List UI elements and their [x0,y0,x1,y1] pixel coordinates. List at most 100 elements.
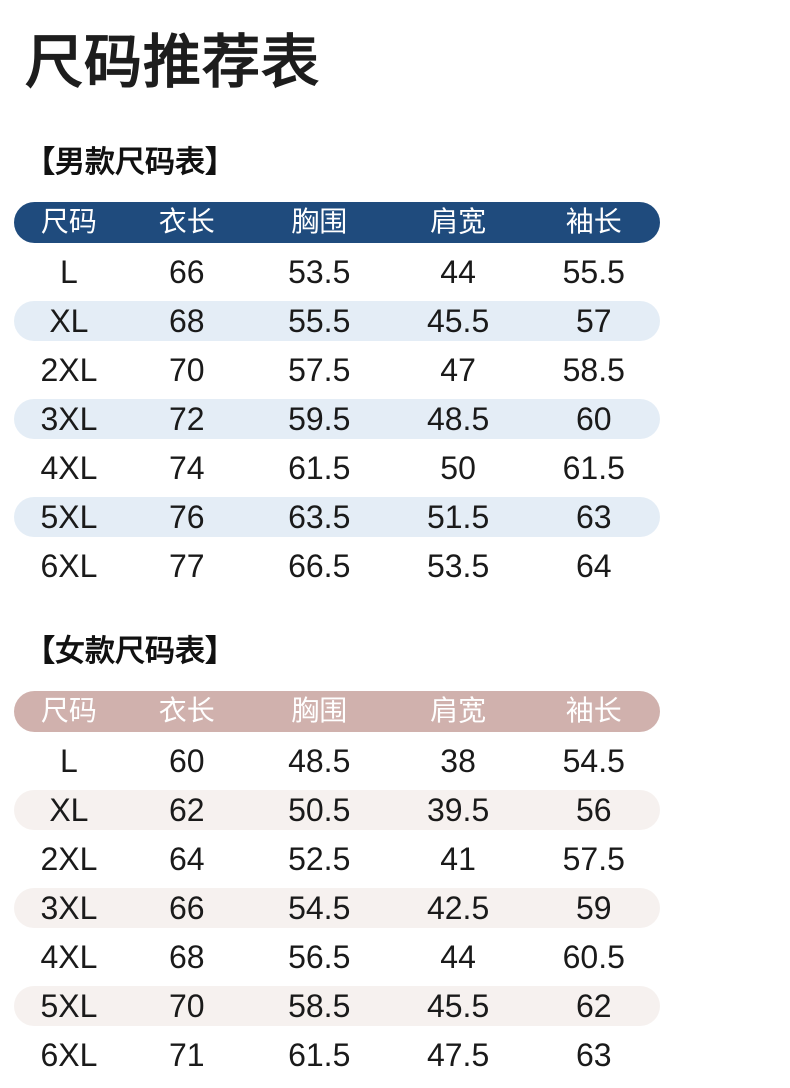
cell-length: 62 [169,791,205,828]
cell-length: 66 [169,889,205,926]
cell-length: 68 [169,302,205,339]
size-table-men: 尺码 衣长 胸围 肩宽 袖长 L 66 53.5 44 55.5 XL 68 55.5 45.5 57 2XL… [14,201,660,586]
cell-length: 60 [169,742,205,779]
header-cell-chest: 胸围 [291,206,348,238]
cell-chest: 56.5 [288,938,351,975]
cell-size: 2XL [40,351,98,388]
cell-length: 77 [169,547,205,584]
header-cell-size: 尺码 [40,695,97,727]
cell-shoulder: 47.5 [426,1036,490,1073]
cell-length: 66 [169,253,205,290]
table-row-6xl: 6XL 77 66.5 53.5 64 [14,546,660,586]
cell-length: 72 [169,400,205,437]
page-title: 尺码推荐表 [25,30,321,95]
table-row-l: L 66 53.5 44 55.5 [14,252,660,292]
cell-shoulder: 53.5 [426,547,490,584]
cell-size: 3XL [40,400,98,437]
cell-shoulder: 38 [440,742,476,779]
table-row-5xl: 5XL 70 58.5 45.5 62 [14,985,660,1026]
cell-sleeve: 57 [575,302,612,339]
cell-size: 5XL [40,987,98,1024]
cell-chest: 57.5 [288,351,351,388]
section-men: 【男款尺码表】 尺码 衣长 胸围 肩宽 袖长 L 66 53.5 44 55.5 XL 68 55.5 4… [0,137,790,586]
cell-sleeve: 54.5 [562,742,625,779]
cell-length: 76 [169,498,205,535]
cell-size: L [60,742,78,779]
header-cell-shoulder: 肩宽 [430,695,487,727]
cell-chest: 61.5 [288,449,351,486]
section-title-women: 【女款尺码表】 [25,634,235,668]
cell-chest: 48.5 [288,742,351,779]
cell-sleeve: 63 [575,1036,612,1073]
cell-chest: 55.5 [288,302,351,339]
cell-sleeve: 55.5 [562,253,625,290]
table-header-row: 尺码 衣长 胸围 肩宽 袖长 [14,201,660,243]
header-cell-sleeve: 袖长 [565,206,622,238]
size-table-women: 尺码 衣长 胸围 肩宽 袖长 L 60 48.5 38 54.5 XL 62 50.5 39.5 56 2XL… [14,690,660,1075]
cell-size: 5XL [40,498,98,535]
cell-sleeve: 62 [575,987,612,1024]
cell-length: 68 [169,938,205,975]
cell-size: 3XL [40,889,98,926]
cell-sleeve: 59 [575,889,612,926]
cell-shoulder: 41 [440,840,476,877]
section-women: 【女款尺码表】 尺码 衣长 胸围 肩宽 袖长 L 60 48.5 38 54.5 XL 62 50.5 3… [0,626,790,1075]
cell-shoulder: 51.5 [426,498,490,535]
cell-length: 64 [169,840,205,877]
cell-shoulder: 45.5 [426,302,490,339]
cell-sleeve: 63 [575,498,612,535]
cell-size: 6XL [40,1036,98,1073]
table-row-6xl: 6XL 71 61.5 47.5 63 [14,1035,660,1075]
table-row-2xl: 2XL 70 57.5 47 58.5 [14,350,660,390]
cell-shoulder: 45.5 [426,987,490,1024]
cell-shoulder: 42.5 [426,889,490,926]
table-row-xl: XL 62 50.5 39.5 56 [14,789,660,830]
table-header-row: 尺码 衣长 胸围 肩宽 袖长 [14,690,660,732]
table-row-3xl: 3XL 72 59.5 48.5 60 [14,398,660,439]
table-row-4xl: 4XL 74 61.5 50 61.5 [14,448,660,488]
cell-chest: 52.5 [288,840,351,877]
cell-sleeve: 58.5 [562,351,625,388]
cell-length: 70 [169,987,205,1024]
cell-chest: 53.5 [288,253,351,290]
cell-length: 74 [169,449,205,486]
table-row-3xl: 3XL 66 54.5 42.5 59 [14,887,660,928]
cell-chest: 61.5 [288,1036,351,1073]
table-row-5xl: 5XL 76 63.5 51.5 63 [14,496,660,537]
cell-sleeve: 60.5 [562,938,625,975]
cell-sleeve: 61.5 [562,449,625,486]
table-row-xl: XL 68 55.5 45.5 57 [14,300,660,341]
cell-size: XL [49,302,89,339]
cell-chest: 59.5 [288,400,351,437]
cell-sleeve: 64 [575,547,612,584]
cell-shoulder: 50 [440,449,476,486]
cell-shoulder: 47 [440,351,476,388]
cell-chest: 66.5 [288,547,351,584]
cell-shoulder: 39.5 [426,791,490,828]
table-row-l: L 60 48.5 38 54.5 [14,741,660,781]
cell-length: 71 [169,1036,205,1073]
cell-shoulder: 44 [440,253,476,290]
cell-length: 70 [169,351,205,388]
section-title-men: 【男款尺码表】 [25,145,235,179]
header-cell-shoulder: 肩宽 [430,206,487,238]
cell-sleeve: 56 [575,791,612,828]
header-cell-length: 衣长 [158,695,215,727]
cell-chest: 50.5 [288,791,351,828]
cell-sleeve: 60 [575,400,612,437]
header-cell-length: 衣长 [158,206,215,238]
cell-size: L [60,253,78,290]
header-cell-sleeve: 袖长 [565,695,622,727]
cell-chest: 58.5 [288,987,351,1024]
cell-shoulder: 44 [440,938,476,975]
header-cell-chest: 胸围 [291,695,348,727]
table-row-2xl: 2XL 64 52.5 41 57.5 [14,839,660,879]
table-row-4xl: 4XL 68 56.5 44 60.5 [14,937,660,977]
cell-size: 4XL [40,938,98,975]
cell-size: XL [49,791,89,828]
cell-shoulder: 48.5 [426,400,490,437]
cell-chest: 63.5 [288,498,351,535]
cell-size: 6XL [40,547,98,584]
header-cell-size: 尺码 [40,206,97,238]
